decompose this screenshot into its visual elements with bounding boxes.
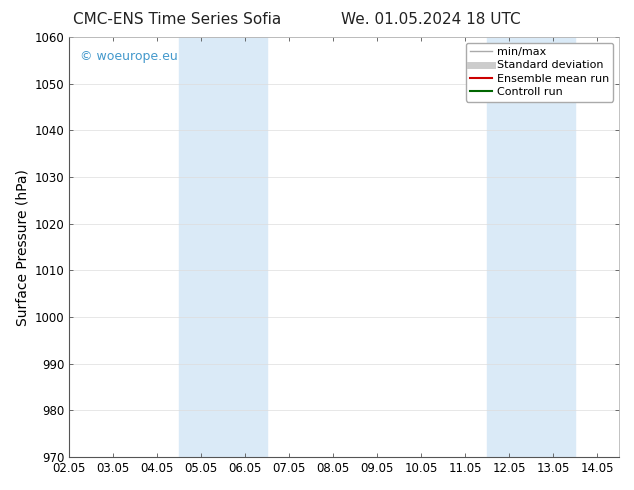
- Legend: min/max, Standard deviation, Ensemble mean run, Controll run: min/max, Standard deviation, Ensemble me…: [465, 43, 614, 101]
- Text: CMC-ENS Time Series Sofia: CMC-ENS Time Series Sofia: [74, 12, 281, 27]
- Bar: [531, 37, 575, 457]
- Bar: [487, 37, 531, 457]
- Text: © woeurope.eu: © woeurope.eu: [80, 50, 178, 63]
- Y-axis label: Surface Pressure (hPa): Surface Pressure (hPa): [15, 169, 29, 325]
- Bar: [179, 37, 223, 457]
- Bar: [223, 37, 267, 457]
- Text: We. 01.05.2024 18 UTC: We. 01.05.2024 18 UTC: [341, 12, 521, 27]
